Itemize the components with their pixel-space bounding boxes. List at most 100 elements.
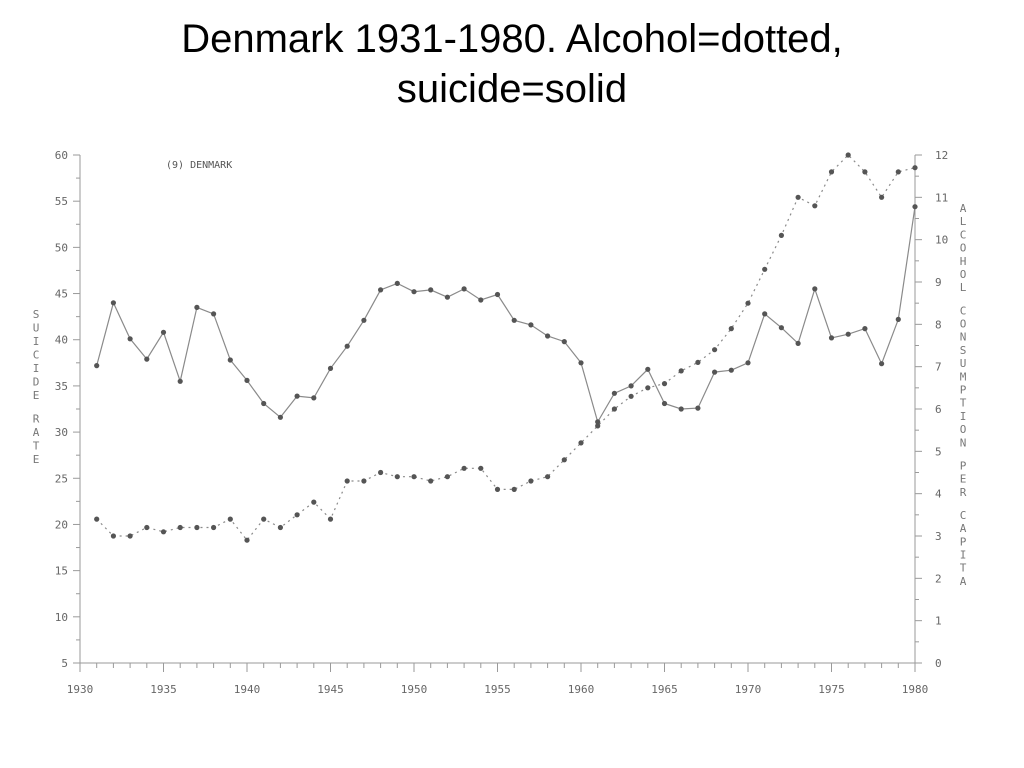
y-right-tick-label: 8	[935, 318, 942, 331]
data-point-alcohol	[428, 478, 434, 484]
data-point-alcohol	[244, 537, 250, 543]
data-point-alcohol	[661, 381, 668, 387]
data-point-alcohol	[695, 359, 701, 365]
data-point-alcohol	[378, 469, 384, 476]
x-tick-label: 1980	[902, 683, 929, 696]
data-point-suicide	[478, 297, 484, 303]
data-point-suicide	[344, 343, 350, 349]
data-point-alcohol	[211, 524, 217, 531]
data-point-suicide	[728, 367, 734, 373]
data-point-alcohol	[845, 152, 851, 158]
data-point-alcohol	[411, 474, 417, 480]
y-right-tick-label: 10	[935, 234, 948, 247]
x-tick-label: 1945	[317, 683, 344, 696]
data-point-alcohol	[611, 406, 618, 412]
y-left-tick-label: 25	[55, 472, 68, 485]
data-point-suicide	[845, 331, 851, 337]
slide-title-line-2: suicide=solid	[396, 67, 628, 111]
data-point-suicide	[160, 329, 167, 335]
slide-title: Denmark 1931-1980. Alcohol=dotted, suici…	[0, 14, 1024, 114]
data-point-suicide	[661, 400, 668, 407]
data-point-suicide	[895, 316, 901, 322]
data-point-suicide	[511, 317, 517, 323]
data-point-alcohol	[595, 423, 601, 429]
data-point-alcohol	[828, 169, 835, 175]
x-tick-label: 1975	[818, 683, 845, 696]
data-point-alcohol	[712, 347, 718, 353]
data-point-suicide	[628, 383, 634, 389]
y-right-tick-label: 7	[935, 361, 942, 374]
data-point-suicide	[411, 289, 417, 295]
y-left-tick-label: 50	[55, 241, 68, 254]
data-point-suicide	[311, 395, 317, 401]
data-point-suicide	[778, 325, 785, 331]
data-point-alcohol	[628, 393, 634, 399]
y-left-tick-label: 15	[55, 565, 68, 578]
data-point-suicide	[461, 286, 467, 292]
chart-series-lines	[96, 154, 916, 542]
data-point-alcohol	[494, 486, 501, 492]
data-point-alcohol	[795, 194, 801, 200]
data-point-alcohol	[261, 516, 267, 522]
data-point-alcohol	[895, 169, 901, 175]
data-point-alcohol	[127, 533, 133, 539]
data-point-suicide	[762, 311, 768, 317]
data-point-suicide	[177, 378, 183, 384]
data-point-alcohol	[394, 474, 400, 480]
data-point-suicide	[795, 340, 801, 346]
x-tick-label: 1940	[234, 683, 261, 696]
y-right-tick-label: 9	[935, 276, 942, 289]
y-left-tick-label: 35	[55, 380, 68, 393]
data-point-suicide	[127, 336, 133, 342]
y-right-tick-label: 4	[935, 488, 942, 501]
data-point-suicide	[879, 361, 885, 367]
x-tick-label: 1965	[651, 683, 678, 696]
data-point-alcohol	[277, 524, 283, 531]
data-point-alcohol	[812, 203, 818, 209]
y-left-tick-label: 5	[61, 657, 68, 670]
y-left-tick-label: 10	[55, 611, 68, 624]
data-point-suicide	[194, 304, 200, 310]
data-point-suicide	[645, 366, 651, 372]
data-point-suicide	[244, 377, 250, 383]
data-point-suicide	[812, 286, 818, 292]
data-point-suicide	[378, 287, 384, 293]
data-point-alcohol	[678, 368, 684, 374]
y-left-tick-label: 30	[55, 426, 68, 439]
data-point-alcohol	[511, 486, 517, 492]
y-left-tick-label: 55	[55, 195, 68, 208]
data-point-alcohol	[344, 478, 350, 484]
chart-series-points	[94, 152, 918, 543]
data-point-suicide	[294, 393, 300, 399]
data-point-suicide	[862, 326, 868, 332]
data-point-alcohol	[177, 524, 183, 531]
data-point-alcohol	[444, 474, 450, 480]
x-tick-label: 1930	[67, 683, 94, 696]
data-point-alcohol	[912, 165, 918, 171]
y-right-tick-label: 5	[935, 445, 942, 458]
data-point-suicide	[144, 356, 150, 362]
x-tick-label: 1935	[150, 683, 177, 696]
x-tick-label: 1955	[484, 683, 511, 696]
data-point-suicide	[595, 419, 601, 425]
data-point-suicide	[94, 363, 100, 369]
data-point-suicide	[745, 360, 751, 366]
data-point-suicide	[394, 280, 400, 286]
x-tick-label: 1960	[568, 683, 595, 696]
data-point-suicide	[494, 291, 501, 298]
x-tick-label: 1970	[735, 683, 762, 696]
data-point-suicide	[227, 357, 233, 363]
data-point-alcohol	[545, 474, 551, 480]
data-point-suicide	[611, 390, 618, 396]
data-point-suicide	[912, 204, 918, 210]
y-left-tick-label: 45	[55, 288, 68, 301]
data-point-alcohol	[110, 533, 116, 539]
y-right-tick-label: 1	[935, 615, 942, 628]
y-right-tick-label: 3	[935, 530, 942, 543]
data-point-suicide	[578, 360, 584, 366]
data-point-alcohol	[778, 232, 785, 238]
y-left-tick-label: 20	[55, 518, 68, 531]
y-right-tick-label: 11	[935, 191, 948, 204]
